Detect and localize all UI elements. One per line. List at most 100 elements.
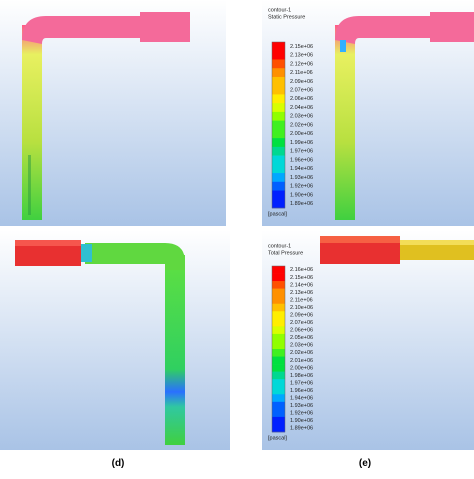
colorbar-segment xyxy=(272,364,285,372)
colorbar-segment xyxy=(272,341,285,350)
legend-value: 2.13e+06 xyxy=(290,290,313,296)
legend-value: 2.06e+06 xyxy=(290,328,313,334)
legend-value: 2.00e+06 xyxy=(290,131,313,137)
legend-value: 2.05e+06 xyxy=(290,335,313,341)
legend-value: 2.11e+06 xyxy=(290,70,313,76)
colorbar-segment xyxy=(272,173,285,183)
legend-value: 1.97e+06 xyxy=(290,149,313,155)
colorbar-segment xyxy=(272,103,285,113)
colorbar-segment xyxy=(272,333,285,342)
legend-value: 2.12e+06 xyxy=(290,61,313,67)
colorbar-segment xyxy=(272,181,285,191)
colorbar-segment xyxy=(272,318,285,327)
pipe xyxy=(15,240,185,445)
colorbar-segment xyxy=(272,386,285,395)
colorbar-frame xyxy=(271,41,286,209)
legend: contour-1 Total Pressure [pascal] 2.16e+… xyxy=(268,243,313,441)
legend-value: 1.93e+06 xyxy=(290,403,313,409)
legend-value: 1.96e+06 xyxy=(290,157,313,163)
colorbar-segment xyxy=(272,424,285,433)
colorbar-segment xyxy=(272,288,285,297)
colorbar-segment xyxy=(272,401,285,410)
legend-value: 2.03e+06 xyxy=(290,343,313,349)
colorbar-segment xyxy=(272,266,285,274)
colorbar-segment xyxy=(272,281,285,289)
colorbar-segment xyxy=(272,356,285,365)
legend-value: 2.02e+06 xyxy=(290,350,313,356)
colorbar-segment xyxy=(272,59,285,69)
legend-value: 1.94e+06 xyxy=(290,166,313,172)
legend-value: 2.01e+06 xyxy=(290,358,313,364)
colorbar-segment xyxy=(272,199,285,209)
colorbar-segment xyxy=(272,190,285,200)
legend-value: 2.10e+06 xyxy=(290,305,313,311)
legend-value: 1.94e+06 xyxy=(290,395,313,401)
legend-title: contour-1 xyxy=(268,243,291,249)
pipe xyxy=(320,236,474,264)
colorbar-segment xyxy=(272,120,285,130)
legend-value: 1.90e+06 xyxy=(290,192,313,198)
legend-value: 2.14e+06 xyxy=(290,282,313,288)
pipe xyxy=(22,12,190,220)
colorbar-segment xyxy=(272,146,285,156)
panel-bg xyxy=(262,230,474,450)
colorbar-segment xyxy=(272,129,285,139)
legend-value: 1.92e+06 xyxy=(290,184,313,190)
legend-value: 2.15e+06 xyxy=(290,44,313,50)
colorbar-segment xyxy=(272,371,285,380)
colorbar-segment xyxy=(272,111,285,121)
legend-value: 2.02e+06 xyxy=(290,122,313,128)
legend-value: 1.92e+06 xyxy=(290,411,313,417)
legend-subtitle: Total Pressure xyxy=(268,250,303,256)
legend-value: 2.09e+06 xyxy=(290,312,313,318)
pipe xyxy=(335,12,474,220)
legend-value: 1.96e+06 xyxy=(290,388,313,394)
colorbar-segment xyxy=(272,416,285,425)
colorbar-segment xyxy=(272,303,285,312)
legend-value: 2.07e+06 xyxy=(290,320,313,326)
legend-value: 1.93e+06 xyxy=(290,175,313,181)
legend-title: contour-1 xyxy=(268,7,291,13)
colorbar-segment xyxy=(272,76,285,86)
legend-value: 1.98e+06 xyxy=(290,373,313,379)
legend-unit: [pascal] xyxy=(268,435,287,441)
colorbar-frame xyxy=(271,265,286,433)
colorbar-segment xyxy=(272,311,285,320)
colorbar-segment xyxy=(272,42,285,52)
legend-value: 2.07e+06 xyxy=(290,88,313,94)
legend-value: 1.97e+06 xyxy=(290,380,313,386)
colorbar-segment xyxy=(272,296,285,305)
legend-subtitle: Static Pressure xyxy=(268,14,305,20)
panel-bg xyxy=(0,230,230,450)
legend-value: 2.00e+06 xyxy=(290,365,313,371)
colorbar-segment xyxy=(272,409,285,418)
colorbar-segment xyxy=(272,68,285,78)
legend-value: 2.15e+06 xyxy=(290,275,313,281)
panel-label: (e) xyxy=(359,458,371,469)
colorbar-segment xyxy=(272,273,285,282)
legend-value: 1.90e+06 xyxy=(290,418,313,424)
colorbar-segment xyxy=(272,50,285,60)
panel-label: (d) xyxy=(112,458,125,469)
legend-value: 2.06e+06 xyxy=(290,96,313,102)
legend: contour-1 Static Pressure [pascal] 2.15e… xyxy=(268,7,313,217)
legend-value: 2.03e+06 xyxy=(290,114,313,120)
colorbar-segment xyxy=(272,85,285,95)
legend-unit: [pascal] xyxy=(268,211,287,217)
colorbar-segment xyxy=(272,138,285,148)
legend-value: 2.11e+06 xyxy=(290,297,313,303)
colorbar-segment xyxy=(272,379,285,388)
colorbar-segment xyxy=(272,326,285,335)
colorbar-segment xyxy=(272,155,285,165)
colorbar-segment xyxy=(272,394,285,403)
legend-value: 1.99e+06 xyxy=(290,140,313,146)
legend-value: 2.04e+06 xyxy=(290,105,313,111)
colorbar-segment xyxy=(272,94,285,104)
legend-value: 2.13e+06 xyxy=(290,53,313,59)
colorbar-segment xyxy=(272,349,285,357)
legend-value: 2.09e+06 xyxy=(290,79,313,85)
legend-value: 1.89e+06 xyxy=(290,426,313,432)
colorbar-segment xyxy=(272,164,285,174)
legend-value: 2.16e+06 xyxy=(290,267,313,273)
